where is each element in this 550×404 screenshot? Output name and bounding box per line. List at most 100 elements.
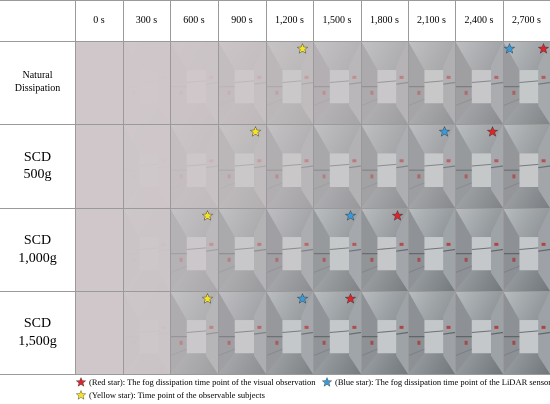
photo-cell [313,291,361,374]
photo-cell [123,124,170,208]
fog-photo [170,291,218,374]
fog-photo [361,291,408,374]
fog-photo [218,124,266,208]
grid-line [312,0,314,374]
grid-line [217,0,219,374]
legend-yellow: (Yellow star): Time point of the observa… [76,389,265,401]
blue-star-icon [439,126,450,137]
header-time-5: 1,200 s [275,15,304,26]
grid-line [0,290,550,292]
photo-cell [266,41,313,124]
yellow-star-icon [76,390,86,400]
fog-photo [123,291,170,374]
fog-photo [455,41,503,124]
header-time-2: 300 s [135,15,158,26]
photo-cell [361,291,408,374]
fog-photo [75,41,123,124]
grid-line [502,0,504,374]
blue-star-icon [297,293,308,304]
header-time-9: 2,400 s [464,15,494,26]
header-time-3: 600 s [183,15,205,26]
fog-photo [75,208,123,291]
photo-cell [170,124,218,208]
header-time-4: 900 s [231,15,253,26]
fog-photo [408,41,455,124]
photo-cell [170,291,218,374]
fog-photo [313,208,361,291]
photo-cell [455,124,503,208]
fog-photo [218,291,266,374]
red-star-icon [76,377,86,387]
photo-cell [455,208,503,291]
fog-photo [313,41,361,124]
results-table: 0 s 300 s 600 s 900 s 1,200 s 1,500 s 1,800 s 2… [0,0,550,375]
header-time-8: 2,100 s [417,15,446,26]
photo-cell [75,41,123,124]
photo-cell [503,291,550,374]
photo-cell [123,41,170,124]
red-star-icon [392,210,403,221]
red-star-icon [487,126,498,137]
row-label: Natural Dissipation [14,70,61,94]
photo-cell [123,208,170,291]
yellow-star-icon [202,293,213,304]
fog-photo [503,124,550,208]
legend-red: (Red star): The fog dissipation time poi… [76,376,315,388]
fog-photo [123,124,170,208]
grid-line [265,0,267,374]
header-corner [0,0,75,41]
fog-photo [266,41,313,124]
photo-cell [408,124,455,208]
row-label: SCD 1,000g [18,233,57,266]
fog-photo [361,41,408,124]
fog-photo [218,208,266,291]
fog-photo [123,41,170,124]
fog-photo [408,291,455,374]
fog-photo [218,41,266,124]
grid-line [454,0,456,374]
grid-line [122,0,124,374]
photo-cell [361,41,408,124]
photo-cell [361,208,408,291]
row-label: SCD 500g [23,149,52,183]
photo-cell [313,41,361,124]
fog-photo [408,124,455,208]
grid-line [74,0,76,374]
fog-photo [266,208,313,291]
photo-cell [218,208,266,291]
fog-photo [75,291,123,374]
photo-cell [408,208,455,291]
photo-cell [218,41,266,124]
fog-photo [408,208,455,291]
grid-line [407,0,409,374]
red-star-icon [538,43,549,54]
photo-cell [361,124,408,208]
header-time-1: 0 s [93,15,105,26]
yellow-star-icon [297,43,308,54]
photo-cell [455,41,503,124]
photo-cell [218,124,266,208]
photo-cell [266,291,313,374]
fog-photo [75,124,123,208]
blue-star-icon [345,210,356,221]
photo-cell [123,291,170,374]
grid-line [0,123,550,125]
grid-line [169,0,171,374]
photo-cell [408,41,455,124]
photo-cell [218,291,266,374]
fog-photo [170,124,218,208]
legend-blue-text: (Blue star): The fog dissipation time po… [335,377,550,387]
header-time-10: 2,700 s [512,15,541,26]
photo-cell [408,291,455,374]
legend-yellow-text: (Yellow star): Time point of the observa… [89,390,265,400]
grid-line [360,0,362,374]
photo-cell [503,41,550,124]
blue-star-icon [322,377,332,387]
red-star-icon [345,293,356,304]
fog-photo [313,291,361,374]
fog-photo [503,41,550,124]
legend-red-text: (Red star): The fog dissipation time poi… [89,377,316,387]
fog-photo [503,291,550,374]
photo-cell [266,208,313,291]
photo-cell [170,41,218,124]
